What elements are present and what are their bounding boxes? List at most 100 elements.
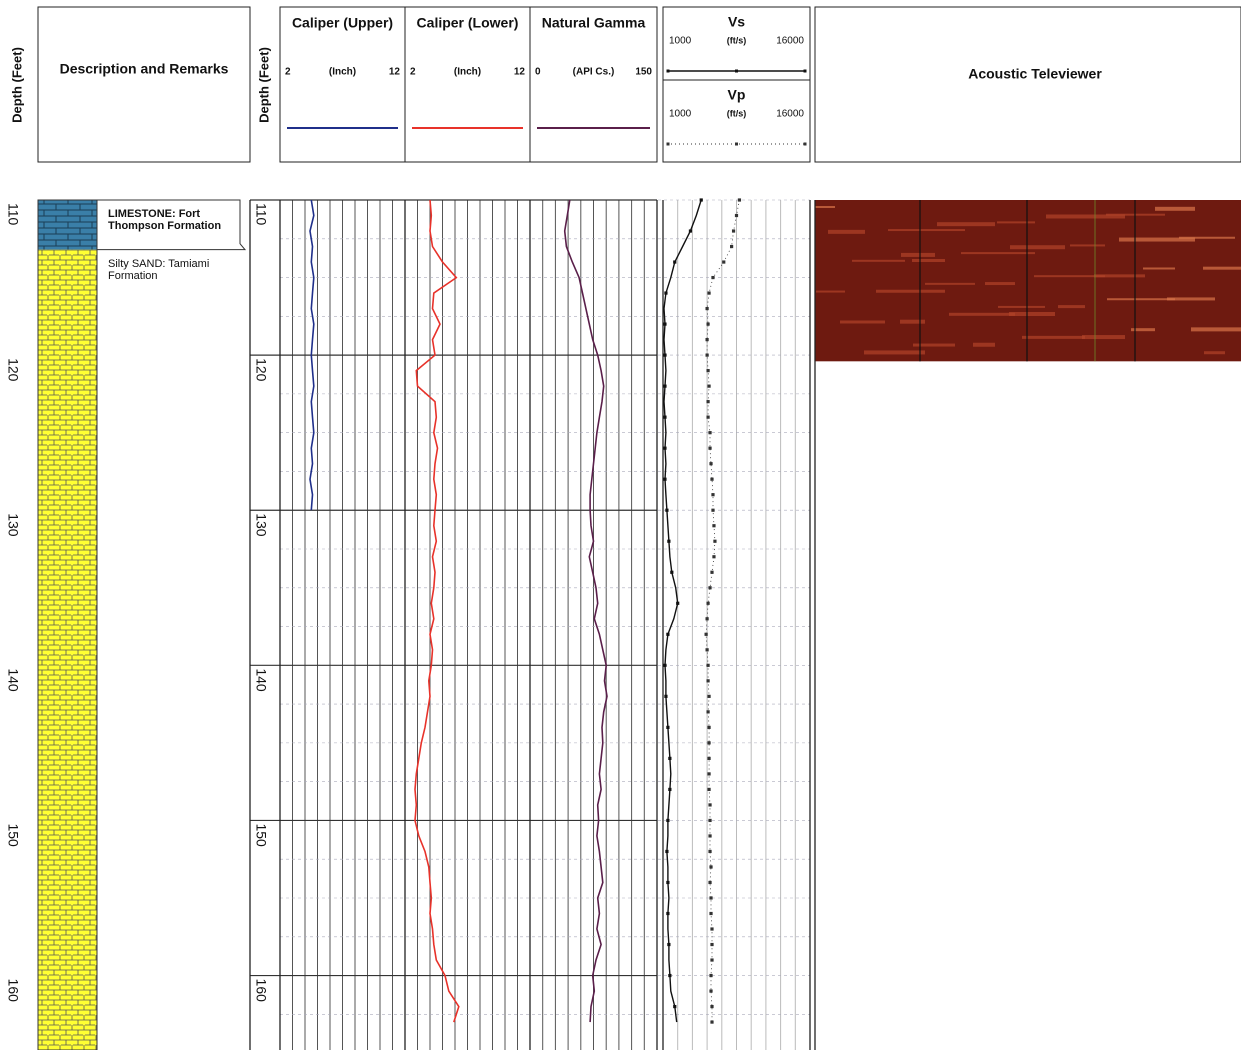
televiewer-streak [828,229,865,234]
televiewer-header: Acoustic Televiewer [968,66,1102,82]
televiewer-streak [1119,237,1195,242]
depth-tick-label: 150 [5,823,21,847]
lithology-pattern [38,200,97,250]
lithology-border [37,199,98,1050]
televiewer-streak [973,342,995,347]
curve-marker [710,477,714,481]
televiewer-streak [1155,206,1195,211]
televiewer-streak [1034,275,1105,278]
scale-unit: (ft/s) [727,108,747,118]
televiewer-streak [888,229,965,232]
curve-marker [664,291,668,295]
header-box [814,6,1241,163]
curve-marker [705,337,709,342]
curve-marker [666,880,670,885]
scale-max: 150 [635,67,652,78]
televiewer-streak [1179,236,1235,239]
curve-marker [706,369,710,373]
curve-marker [666,911,670,916]
curve-marker [706,415,710,419]
curve-marker [711,275,715,280]
televiewer-streak [961,252,1035,255]
televiewer-streak [1010,245,1065,250]
depth-tick-label: 110 [253,203,269,226]
curve-marker [704,632,708,636]
curve-marker [730,244,734,249]
televiewer-streak [997,221,1035,224]
curve-marker [668,787,672,792]
curve-marker [708,431,712,435]
televiewer-streak [1203,266,1241,270]
curve-marker [708,849,712,854]
curve-marker [705,306,709,311]
scale-max: 12 [514,67,526,78]
curve-marker [737,198,742,202]
track-title: Vp [728,87,746,103]
track-title: Natural Gamma [542,15,646,31]
televiewer-streak [852,259,905,262]
televiewer-streak [1191,327,1241,332]
curve-marker [706,601,710,605]
televiewer-streak [816,290,845,293]
televiewer-streak [998,305,1045,308]
scale-min: 2 [285,67,291,78]
televiewer-streak [1107,298,1175,301]
televiewer-streak [913,343,955,347]
curve-marker [707,384,711,388]
curve-marker [731,229,736,233]
legend-marker [735,69,738,73]
curve-marker [707,291,711,295]
scale-unit: (Inch) [329,67,356,78]
depth-tick-label: 140 [253,668,269,692]
curve-marker [663,477,667,481]
curve-marker [710,927,714,931]
curve-marker [673,260,677,264]
depth-tick-label: 110 [5,203,21,226]
televiewer-streak [1167,297,1215,301]
curve-marker [708,818,712,823]
curve-marker [709,989,713,993]
scale-unit: (ft/s) [727,35,747,45]
televiewer-streak [1143,267,1175,270]
track-title: Vs [728,14,745,30]
curve-marker [706,679,710,683]
curve-marker [734,213,739,218]
televiewer-streak [1022,335,1085,339]
scale-min: 0 [535,67,541,78]
curve-marker [711,493,715,497]
scale-unit: (Inch) [454,67,481,78]
curve-marker [665,849,669,854]
depth-tick-label: 140 [5,668,21,692]
scale-min: 2 [410,67,416,78]
curve-marker [706,710,710,714]
curve-marker [707,772,711,776]
televiewer-streak [815,206,835,208]
curve-marker [710,570,714,574]
legend-marker [735,142,738,146]
track-title: Caliper (Lower) [417,15,519,31]
curve-marker [705,617,709,621]
scale-unit: (API Cs.) [573,67,615,78]
log-curve [663,199,702,1023]
log-curve [563,199,608,1023]
curve-marker [676,601,680,605]
legend-marker [803,69,807,73]
televiewer-streak [840,320,885,324]
televiewer-streak [1058,305,1085,309]
curve-marker [666,725,670,729]
scale-min: 1000 [669,36,692,47]
televiewer-streak [949,312,1015,316]
legend-marker [803,142,807,146]
lithology-pattern [38,249,97,1050]
depth-header: Depth (Feet) [9,47,24,123]
track-header-box [529,6,658,163]
curve-marker [705,353,709,357]
televiewer-streak [925,282,975,285]
curve-marker [705,648,709,652]
legend-marker [666,142,670,146]
televiewer-streak [1094,274,1145,278]
description-bracket [97,199,247,251]
curve-marker [663,415,667,419]
curve-marker [663,663,667,667]
